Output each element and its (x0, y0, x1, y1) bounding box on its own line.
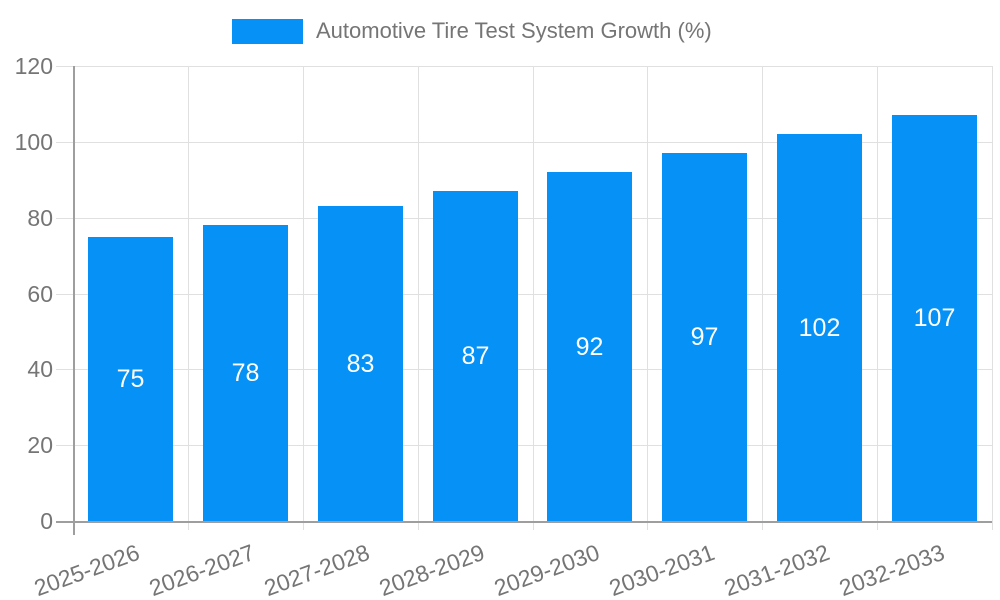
y-axis-line (73, 66, 75, 535)
gridline-vertical (418, 66, 419, 521)
x-tick-label: 2026-2027 (145, 539, 258, 600)
bar[interactable]: 75 (88, 237, 173, 521)
gridline-vertical (992, 66, 993, 521)
gridline-vertical (762, 66, 763, 521)
gridline-vertical (303, 66, 304, 521)
bar[interactable]: 78 (203, 225, 288, 521)
bar[interactable]: 87 (433, 191, 518, 521)
x-tick-mark (647, 521, 648, 530)
x-tick-mark (303, 521, 304, 530)
y-tick-label: 40 (27, 356, 53, 382)
bar-value-label: 87 (461, 342, 490, 370)
x-axis-line (56, 521, 992, 523)
y-tick-label: 60 (27, 281, 53, 307)
bar-value-label: 107 (913, 304, 956, 332)
x-tick-label: 2025-2026 (30, 539, 143, 600)
y-tick-label: 0 (40, 508, 53, 534)
bar[interactable]: 107 (892, 115, 977, 521)
y-tick-label: 80 (27, 205, 53, 231)
bar-value-label: 83 (346, 349, 375, 378)
gridline-horizontal (56, 369, 992, 370)
legend-swatch-icon (232, 18, 303, 44)
gridline-horizontal (56, 445, 992, 446)
legend-label: Automotive Tire Test System Growth (%) (316, 18, 712, 43)
y-tick-label: 120 (14, 53, 53, 79)
y-tick-label: 100 (14, 129, 53, 155)
gridline-horizontal (56, 294, 992, 295)
x-tick-label: 2028-2029 (375, 539, 488, 600)
x-tick-mark (877, 521, 878, 530)
bar-value-label: 92 (575, 332, 604, 361)
bar-value-label: 75 (116, 365, 145, 393)
x-tick-label: 2032-2033 (835, 539, 948, 600)
x-tick-mark (188, 521, 189, 530)
bar[interactable]: 83 (318, 206, 403, 521)
gridline-horizontal (56, 142, 992, 143)
legend: Automotive Tire Test System Growth (%) (232, 18, 712, 44)
bar[interactable]: 102 (777, 134, 862, 521)
x-tick-mark (418, 521, 419, 530)
gridline-horizontal (56, 218, 992, 219)
y-tick-label: 20 (27, 432, 53, 458)
x-tick-label: 2029-2030 (490, 539, 603, 600)
bar-value-label: 102 (798, 313, 841, 342)
gridline-vertical (533, 66, 534, 521)
bar[interactable]: 92 (547, 172, 632, 521)
x-tick-label: 2031-2032 (720, 539, 833, 600)
x-tick-mark (533, 521, 534, 530)
gridline-horizontal (56, 66, 992, 67)
x-tick-label: 2030-2031 (605, 539, 718, 600)
x-tick-mark (992, 521, 993, 530)
gridline-vertical (877, 66, 878, 521)
gridline-vertical (647, 66, 648, 521)
x-tick-mark (762, 521, 763, 530)
gridline-vertical (188, 66, 189, 521)
x-tick-label: 2027-2028 (260, 539, 373, 600)
bar-value-label: 97 (690, 323, 719, 351)
bar[interactable]: 97 (662, 153, 747, 521)
bar-value-label: 78 (231, 359, 260, 387)
